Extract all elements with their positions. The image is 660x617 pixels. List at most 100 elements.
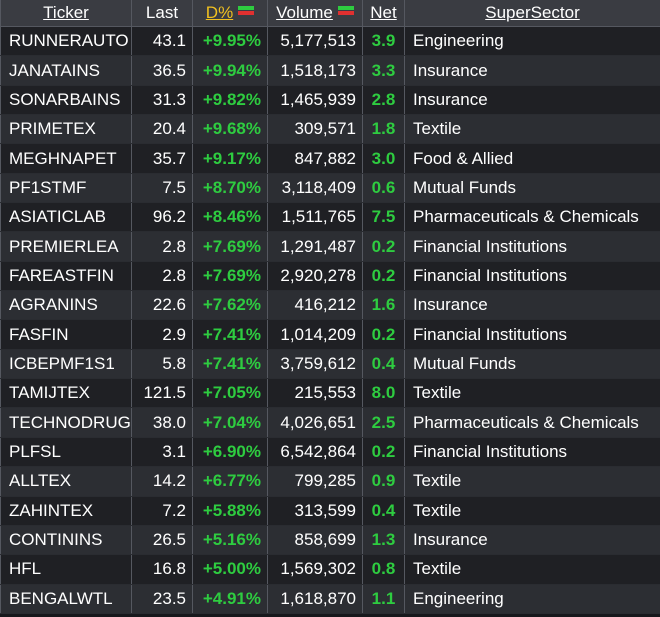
last-price-cell: 96.2: [131, 202, 193, 233]
column-header-volume[interactable]: Volume: [267, 0, 363, 27]
table-row[interactable]: TAMIJTEX 121.5 +7.05% 215,553 8.0 Textile: [0, 378, 660, 409]
table-row[interactable]: ZAHINTEX 7.2 +5.88% 313,599 0.4 Textile: [0, 496, 660, 526]
column-header-last: Last: [131, 0, 193, 27]
last-price-cell: 22.6: [131, 290, 193, 321]
table-row[interactable]: PF1STMF 7.5 +8.70% 3,118,409 0.6 Mutual Funds: [0, 173, 660, 204]
last-price-cell: 16.8: [131, 554, 193, 585]
sort-toggle-icon[interactable]: [337, 6, 354, 15]
supersector-cell: Financial Institutions: [404, 261, 660, 292]
sort-toggle-icon[interactable]: [238, 6, 255, 15]
table-row[interactable]: JANATAINS 36.5 +9.94% 1,518,173 3.3 Insurance: [0, 55, 660, 86]
column-header-last-label: Last: [145, 3, 179, 22]
last-price-cell: 23.5: [131, 584, 193, 614]
table-row[interactable]: ALLTEX 14.2 +6.77% 799,285 0.9 Textile: [0, 466, 660, 497]
supersector-cell: Textile: [404, 378, 660, 409]
change-percent-cell: +7.41%: [192, 319, 268, 350]
column-header-ticker[interactable]: Ticker: [0, 0, 132, 27]
volume-cell: 1,465,939: [267, 85, 363, 116]
change-percent-cell: +9.95%: [192, 26, 268, 57]
volume-cell: 6,542,864: [267, 437, 363, 468]
table-row[interactable]: HFL 16.8 +5.00% 1,569,302 0.8 Textile: [0, 554, 660, 585]
volume-cell: 858,699: [267, 525, 363, 556]
supersector-cell: Textile: [404, 496, 660, 526]
last-price-cell: 38.0: [131, 407, 193, 438]
change-percent-cell: +5.88%: [192, 496, 268, 526]
change-percent-cell: +7.41%: [192, 349, 268, 380]
table-row[interactable]: AGRANINS 22.6 +7.62% 416,212 1.6 Insurance: [0, 290, 660, 321]
ticker-cell[interactable]: SONARBAINS: [0, 85, 132, 116]
table-row[interactable]: ICBEPMF1S1 5.8 +7.41% 3,759,612 0.4 Mutual Fu…: [0, 349, 660, 380]
column-header-supersector[interactable]: SuperSector: [404, 0, 660, 27]
ticker-cell[interactable]: PF1STMF: [0, 173, 132, 204]
ticker-cell[interactable]: RUNNERAUTO: [0, 26, 132, 57]
supersector-cell: Insurance: [404, 290, 660, 321]
table-row[interactable]: SONARBAINS 31.3 +9.82% 1,465,939 2.8 Insuranc…: [0, 85, 660, 116]
ticker-cell[interactable]: ZAHINTEX: [0, 496, 132, 526]
ticker-cell[interactable]: CONTININS: [0, 525, 132, 556]
table-row[interactable]: PREMIERLEA 2.8 +7.69% 1,291,487 0.2 Financial…: [0, 231, 660, 262]
table-row[interactable]: ASIATICLAB 96.2 +8.46% 1,511,765 7.5 Pharmace…: [0, 202, 660, 233]
change-percent-cell: +7.62%: [192, 290, 268, 321]
volume-cell: 309,571: [267, 114, 363, 145]
net-change-cell: 3.3: [362, 55, 405, 86]
ticker-cell[interactable]: HFL: [0, 554, 132, 585]
supersector-cell: Insurance: [404, 525, 660, 556]
ticker-cell[interactable]: PRIMETEX: [0, 114, 132, 145]
net-change-cell: 1.6: [362, 290, 405, 321]
volume-cell: 1,291,487: [267, 231, 363, 262]
change-percent-cell: +5.00%: [192, 554, 268, 585]
change-percent-cell: +8.46%: [192, 202, 268, 233]
table-row[interactable]: RUNNERAUTO 43.1 +9.95% 5,177,513 3.9 Engineer…: [0, 26, 660, 57]
ticker-cell[interactable]: FAREASTFIN: [0, 261, 132, 292]
ticker-cell[interactable]: PREMIERLEA: [0, 231, 132, 262]
ticker-cell[interactable]: TAMIJTEX: [0, 378, 132, 409]
change-percent-cell: +9.68%: [192, 114, 268, 145]
change-percent-cell: +9.17%: [192, 143, 268, 174]
table-row[interactable]: FAREASTFIN 2.8 +7.69% 2,920,278 0.2 Financial…: [0, 261, 660, 292]
volume-cell: 2,920,278: [267, 261, 363, 292]
ticker-cell[interactable]: ICBEPMF1S1: [0, 349, 132, 380]
net-change-cell: 1.8: [362, 114, 405, 145]
volume-cell: 3,759,612: [267, 349, 363, 380]
net-change-cell: 1.3: [362, 525, 405, 556]
table-row[interactable]: FASFIN 2.9 +7.41% 1,014,209 0.2 Financial Ins…: [0, 319, 660, 350]
table-row[interactable]: BENGALWTL 23.5 +4.91% 1,618,870 1.1 Engineeri…: [0, 584, 660, 614]
change-percent-cell: +9.82%: [192, 85, 268, 116]
net-change-cell: 0.9: [362, 466, 405, 497]
column-header-dpct[interactable]: D%: [192, 0, 268, 27]
table-row[interactable]: PRIMETEX 20.4 +9.68% 309,571 1.8 Textile: [0, 114, 660, 145]
ticker-cell[interactable]: JANATAINS: [0, 55, 132, 86]
change-percent-cell: +9.94%: [192, 55, 268, 86]
supersector-cell: Financial Institutions: [404, 319, 660, 350]
volume-cell: 799,285: [267, 466, 363, 497]
column-header-dpct-label: D%: [205, 3, 234, 22]
ticker-cell[interactable]: ALLTEX: [0, 466, 132, 497]
net-change-cell: 0.4: [362, 496, 405, 526]
ticker-cell[interactable]: ASIATICLAB: [0, 202, 132, 233]
table-row[interactable]: PLFSL 3.1 +6.90% 6,542,864 0.2 Financial Inst…: [0, 437, 660, 468]
net-change-cell: 3.9: [362, 26, 405, 57]
table-row[interactable]: MEGHNAPET 35.7 +9.17% 847,882 3.0 Food & Alli…: [0, 143, 660, 174]
volume-cell: 3,118,409: [267, 173, 363, 204]
ticker-cell[interactable]: TECHNODRUG: [0, 407, 132, 438]
change-percent-cell: +6.77%: [192, 466, 268, 497]
volume-cell: 5,177,513: [267, 26, 363, 57]
change-percent-cell: +5.16%: [192, 525, 268, 556]
ticker-cell[interactable]: PLFSL: [0, 437, 132, 468]
supersector-cell: Engineering: [404, 26, 660, 57]
ticker-cell[interactable]: BENGALWTL: [0, 584, 132, 614]
volume-cell: 4,026,651: [267, 407, 363, 438]
ticker-cell[interactable]: FASFIN: [0, 319, 132, 350]
ticker-cell[interactable]: AGRANINS: [0, 290, 132, 321]
net-change-cell: 8.0: [362, 378, 405, 409]
table-row[interactable]: CONTININS 26.5 +5.16% 858,699 1.3 Insurance: [0, 525, 660, 556]
net-change-cell: 1.1: [362, 584, 405, 614]
supersector-cell: Mutual Funds: [404, 349, 660, 380]
supersector-cell: Financial Institutions: [404, 231, 660, 262]
supersector-cell: Food & Allied: [404, 143, 660, 174]
last-price-cell: 121.5: [131, 378, 193, 409]
table-row[interactable]: TECHNODRUG 38.0 +7.04% 4,026,651 2.5 Pharmace…: [0, 407, 660, 438]
column-header-net[interactable]: Net: [362, 0, 405, 27]
ticker-cell[interactable]: MEGHNAPET: [0, 143, 132, 174]
